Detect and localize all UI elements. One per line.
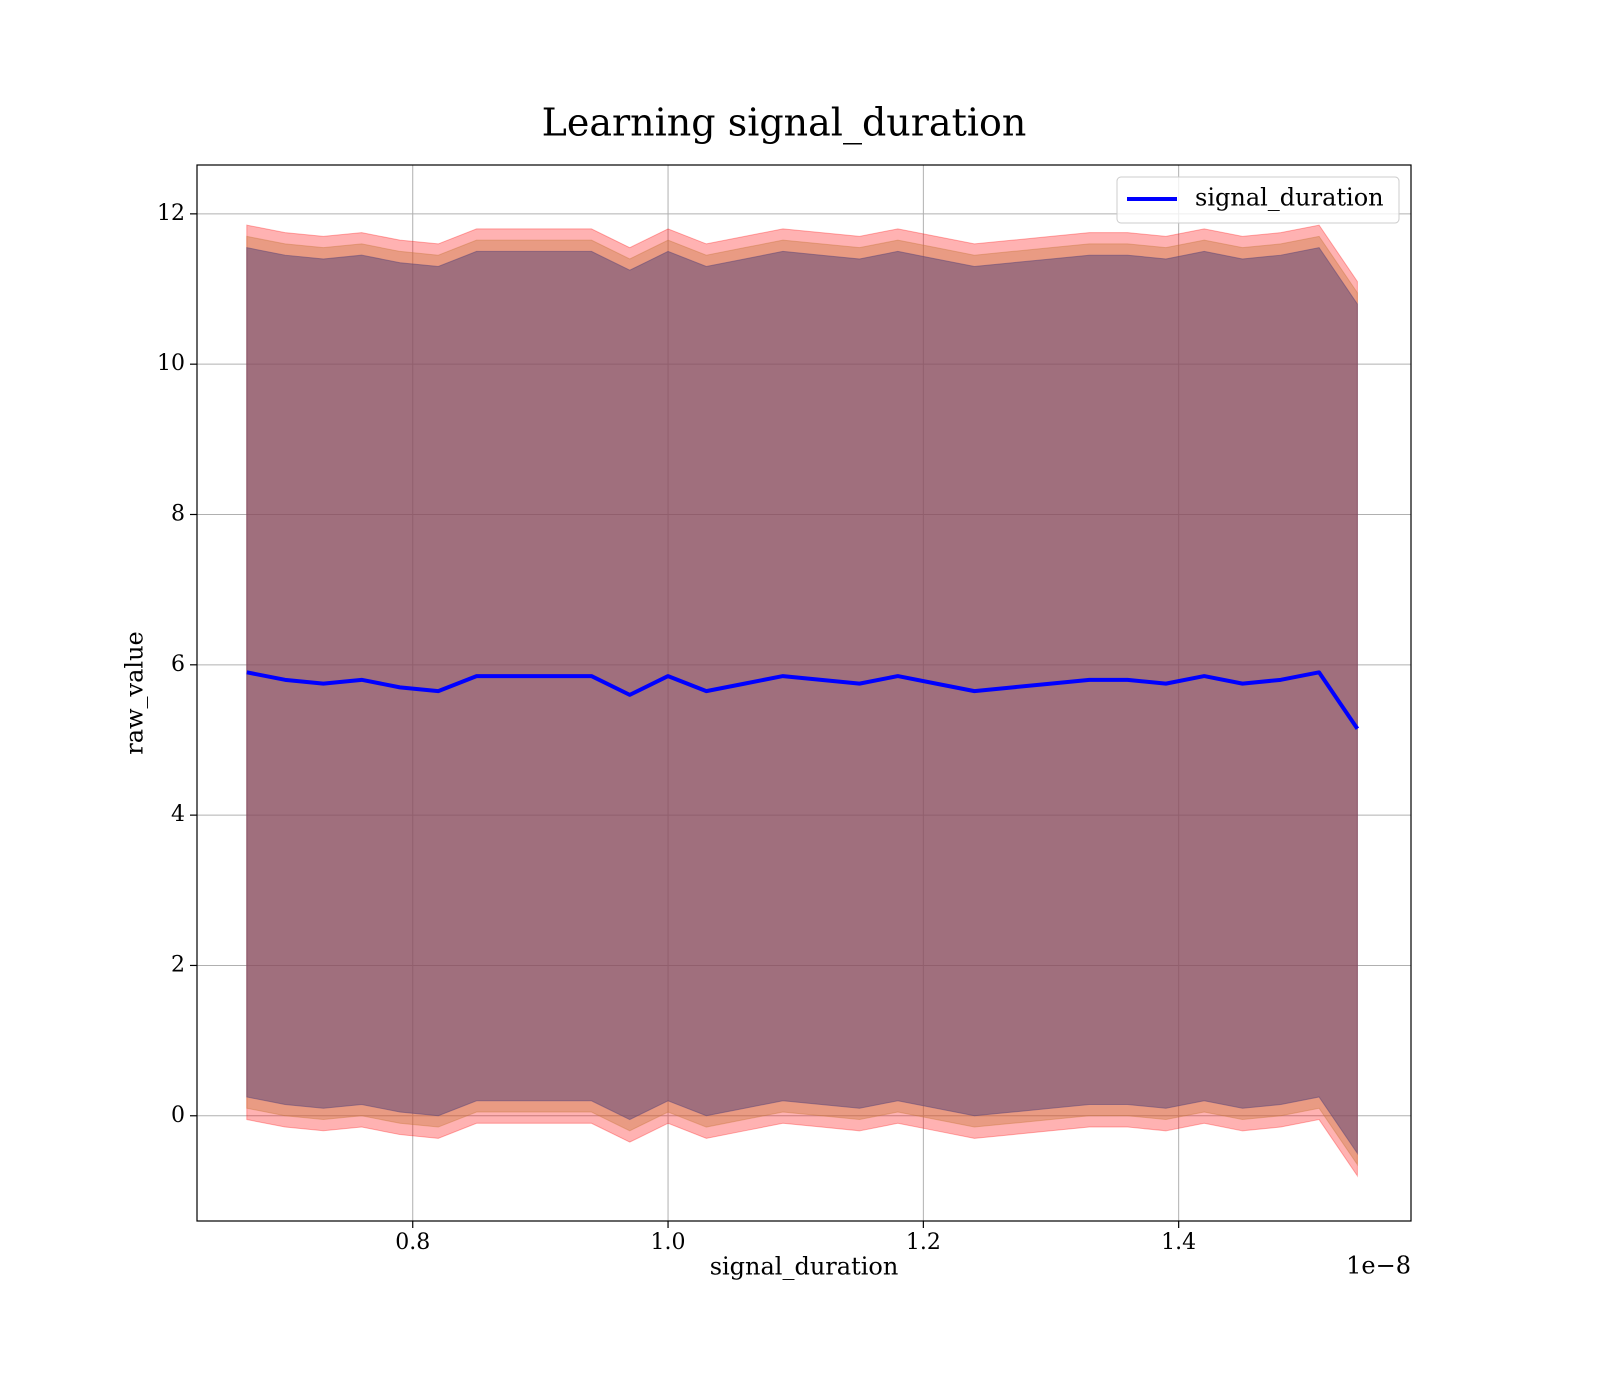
y-tick-label: 12 (157, 201, 185, 226)
line (246, 670, 1360, 730)
x-tick-label: 1.4 (1161, 1230, 1196, 1255)
plot-area (197, 165, 1411, 1221)
legend-label: signal_duration (1195, 184, 1384, 212)
x-axis-label: signal_duration (710, 1253, 899, 1281)
y-tick-label: 0 (171, 1103, 185, 1128)
x-tick-label: 1.0 (651, 1230, 686, 1255)
y-tick-label: 6 (171, 652, 185, 677)
axes-frame (196, 164, 1412, 1222)
x-tick-label: 1.2 (906, 1230, 941, 1255)
y-tick-label: 2 (171, 952, 185, 977)
chart-title: Learning signal_duration (542, 101, 1027, 146)
y-tick-label: 4 (171, 802, 185, 827)
y-tick-label: 10 (157, 351, 185, 376)
band (246, 247, 1358, 1155)
x-offset-label: 1e−8 (1346, 1252, 1411, 1280)
legend-box (1116, 176, 1400, 224)
y-axis-label: raw_value (121, 631, 149, 755)
y-tick-label: 8 (171, 501, 185, 526)
x-tick-label: 0.8 (395, 1230, 430, 1255)
